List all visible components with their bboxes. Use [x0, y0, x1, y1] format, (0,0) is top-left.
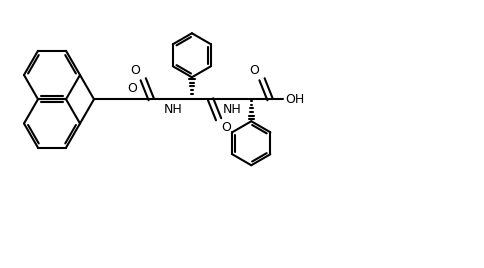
- Text: O: O: [130, 64, 140, 77]
- Text: O: O: [128, 82, 137, 95]
- Text: NH: NH: [223, 103, 242, 116]
- Text: O: O: [249, 64, 259, 77]
- Text: NH: NH: [164, 103, 182, 116]
- Text: O: O: [222, 121, 231, 134]
- Text: OH: OH: [286, 93, 304, 106]
